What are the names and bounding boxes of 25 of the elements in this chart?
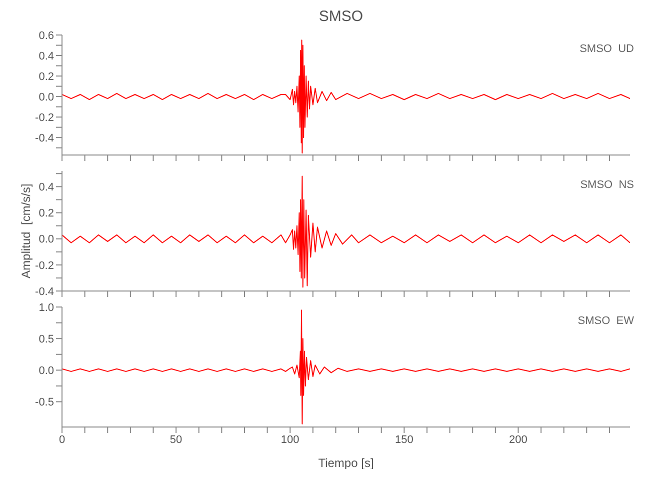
y-tick-label: 0.4: [38, 182, 54, 194]
y-tick-label: 0.0: [38, 365, 54, 378]
y-tick-label: 0.4: [38, 50, 54, 62]
x-tick-label: 0: [58, 434, 66, 446]
y-tick-label: 0.2: [38, 208, 54, 220]
y-axis-title: Amplitud [cm/s/s]: [19, 184, 33, 278]
y-tick-label: -0.5: [35, 396, 54, 409]
y-tick-label: 0.6: [38, 30, 54, 42]
y-tick-label: 1.0: [38, 302, 54, 314]
y-tick-label: 0.5: [38, 333, 54, 346]
x-tick-label: 150: [394, 434, 414, 446]
annotation: SMSO EW: [578, 315, 634, 327]
x-tick-label: 200: [509, 434, 528, 446]
x-tick-label: 100: [280, 434, 300, 446]
annotation: SMSO UD: [580, 43, 634, 55]
chart-title: SMSO: [318, 8, 364, 25]
y-tick-label: 0.0: [38, 234, 54, 246]
y-tick-label: -0.2: [35, 112, 54, 124]
annotation: SMSO NS: [580, 179, 634, 191]
y-tick-label: -0.4: [35, 132, 54, 144]
y-tick-label: 0.0: [38, 91, 54, 104]
x-tick-label: 50: [170, 434, 182, 446]
y-tick-label: -0.2: [35, 260, 54, 272]
y-tick-label: 0.2: [38, 70, 54, 83]
y-tick-label: -0.4: [35, 286, 54, 298]
